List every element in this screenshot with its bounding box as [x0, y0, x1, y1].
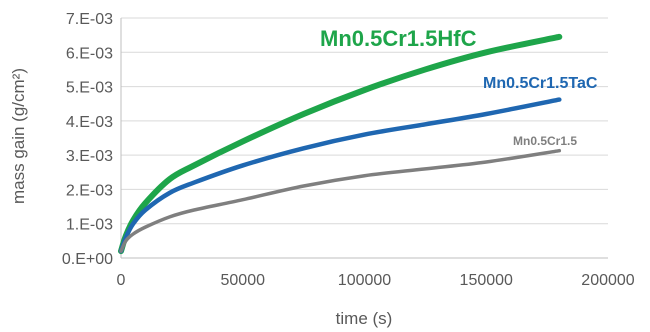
y-tick-label: 5.E-03: [66, 80, 113, 97]
x-axis-title: time (s): [336, 309, 393, 328]
y-tick-label: 6.E-03: [66, 45, 113, 62]
y-tick-label: 4.E-03: [66, 114, 113, 131]
axes: [120, 18, 608, 259]
y-axis-title: mass gain (g/cm²): [9, 68, 28, 204]
y-tick-label: 3.E-03: [66, 148, 113, 165]
y-tick-label: 7.E-03: [66, 11, 113, 28]
x-tick-label: 200000: [581, 272, 634, 289]
series-label-2: Mn0.5Cr1.5: [513, 134, 577, 148]
series-line-0: [118, 33, 563, 255]
series-lines: [118, 33, 563, 255]
series-label-0: Mn0.5Cr1.5HfC: [320, 26, 477, 51]
x-tick-label: 100000: [338, 272, 391, 289]
series-line-2: [119, 148, 562, 253]
x-tick-label: 50000: [221, 272, 266, 289]
y-tick-label: 0.E+00: [62, 251, 113, 268]
y-tick-label: 2.E-03: [66, 182, 113, 199]
series-labels: Mn0.5Cr1.5HfC Mn0.5Cr1.5TaC Mn0.5Cr1.5: [320, 26, 598, 148]
x-tick-label: 0: [117, 272, 126, 289]
gridlines: [121, 17, 608, 225]
x-tick-label: 150000: [460, 272, 513, 289]
series-line-1: [118, 97, 562, 254]
y-tick-label: 1.E-03: [66, 217, 113, 234]
tick-labels: 0.E+00 1.E-03 2.E-03 3.E-03 4.E-03 5.E-03 6.E-…: [62, 11, 635, 289]
series-label-1: Mn0.5Cr1.5TaC: [483, 75, 598, 92]
